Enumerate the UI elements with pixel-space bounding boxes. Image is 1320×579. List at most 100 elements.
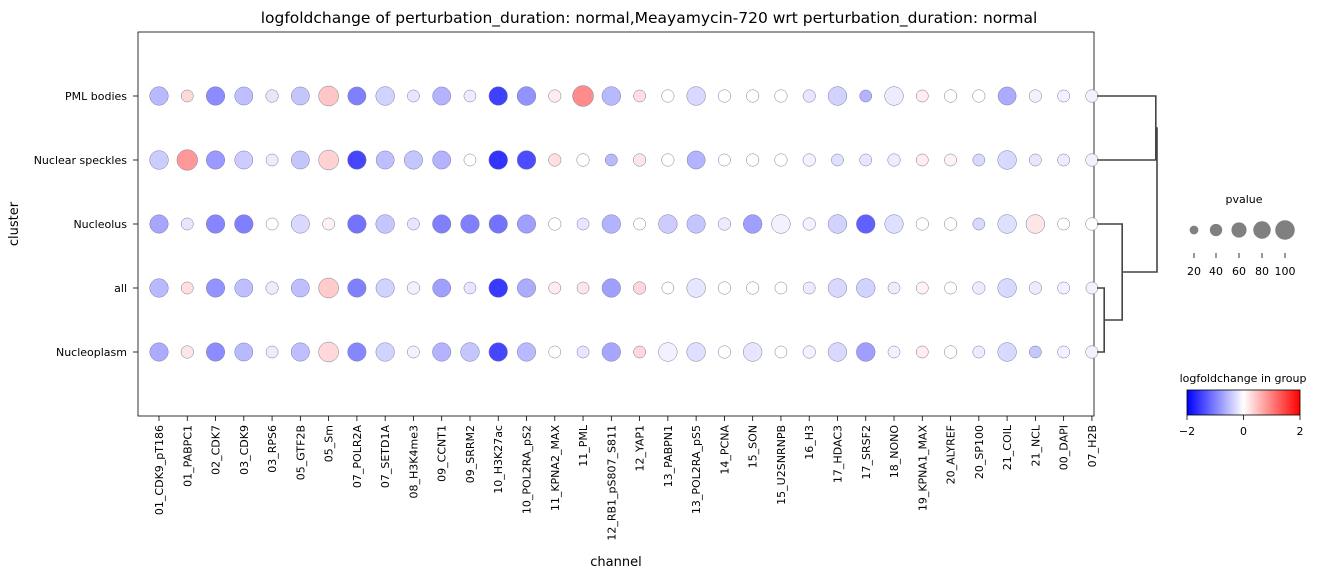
dot-mark: [972, 281, 986, 295]
dot-mark: [884, 86, 904, 106]
dot-mark: [463, 281, 477, 295]
dot-mark: [774, 345, 788, 359]
dot-mark: [633, 153, 647, 167]
dot-mark: [859, 89, 873, 103]
dot-mark: [1085, 217, 1099, 231]
dot-mark: [1057, 217, 1070, 231]
dot-mark: [1085, 89, 1099, 103]
column-label: 03_CDK9: [238, 425, 251, 475]
dot-mark: [234, 342, 254, 362]
column-label: 05_GTF2B: [294, 425, 307, 480]
dot-mark: [997, 342, 1017, 362]
dot-mark: [856, 342, 876, 362]
dot-mark: [432, 342, 452, 362]
size-legend-dot: [1253, 221, 1271, 239]
dot-mark: [944, 345, 958, 359]
size-legend-label: 60: [1232, 265, 1246, 278]
dendrogram: [1097, 95, 1158, 353]
dot-mark: [774, 281, 788, 295]
dot-mark: [601, 86, 621, 106]
dot-mark: [347, 278, 367, 298]
column-label: 15_SON: [747, 425, 760, 468]
dot-mark: [432, 86, 452, 106]
column-label: 18_NONO: [888, 425, 901, 479]
colorbar-tick-label: 0: [1240, 425, 1247, 438]
dot-mark: [576, 281, 590, 295]
dot-mark: [149, 278, 169, 298]
dot-mark: [318, 277, 339, 299]
dot-mark: [318, 85, 339, 107]
column-label: 20_SP100: [973, 425, 986, 479]
dot-mark: [1085, 281, 1099, 295]
dot-mark: [633, 89, 646, 103]
dot-mark: [827, 278, 848, 298]
dot-mark: [548, 345, 562, 359]
column-label: 09_CCNT1: [436, 425, 449, 482]
dot-mark: [774, 153, 788, 167]
dot-mark: [944, 281, 957, 295]
dot-mark: [686, 86, 706, 106]
dot-mark: [972, 153, 986, 167]
dot-mark: [149, 214, 169, 234]
dot-mark: [516, 86, 537, 106]
dot-mark: [432, 278, 452, 298]
dot-mark: [661, 153, 675, 167]
dot-mark: [407, 217, 420, 231]
column-label: 05_Sm: [323, 425, 336, 462]
dot-mark: [234, 278, 254, 298]
size-legend-dot: [1189, 225, 1199, 235]
dot-mark: [206, 278, 225, 298]
row-tick-labels: PML bodies Nuclear speckles Nucleolus all Nu…: [34, 90, 138, 359]
dot-mark: [576, 153, 590, 167]
dot-mark: [1057, 153, 1070, 167]
dot-mark: [347, 342, 367, 362]
dot-mark: [180, 217, 194, 231]
dot-mark: [149, 86, 169, 106]
dot-mark: [234, 214, 254, 234]
dot-mark: [375, 150, 395, 170]
dot-mark: [576, 217, 590, 231]
column-label: 10_H3K27ac: [492, 425, 505, 494]
dot-mark: [774, 89, 788, 103]
dot-mark: [972, 345, 986, 359]
column-label: 08_H3K4me3: [407, 425, 420, 498]
dot-mark: [265, 153, 279, 167]
column-label: 03_RPS6: [266, 425, 279, 473]
dot-mark: [206, 150, 225, 170]
row-label: PML bodies: [65, 90, 127, 103]
column-label: 01_PABPC1: [181, 425, 194, 487]
dot-mark: [406, 281, 420, 295]
dot-mark: [291, 278, 310, 298]
colorbar-tick-label: −2: [1179, 425, 1195, 438]
dot-mark: [718, 153, 731, 167]
dot-mark: [827, 214, 848, 234]
dot-mark: [432, 150, 452, 170]
dot-mark: [997, 214, 1017, 234]
dot-mark: [375, 278, 395, 298]
dot-mark: [831, 153, 844, 167]
dot-mark: [686, 278, 706, 298]
size-legend-dot: [1275, 220, 1295, 240]
dot-mark: [403, 150, 423, 170]
dot-mark: [318, 341, 339, 363]
dot-mark: [601, 214, 621, 234]
column-label: 21_NCL: [1029, 424, 1042, 466]
dot-mark: [827, 342, 848, 362]
dot-mark: [802, 281, 816, 295]
column-label: 11_PML: [577, 424, 590, 467]
dot-mark: [1085, 153, 1099, 167]
column-label: 20_ALYREF: [945, 425, 958, 484]
dot-mark: [206, 214, 226, 234]
dot-mark: [432, 214, 452, 234]
dot-mark: [290, 342, 310, 362]
y-axis-label: cluster: [7, 201, 22, 246]
column-label: 07_SETD1A: [379, 425, 392, 489]
colorbar: logfoldchange in group −2 0 2: [1179, 372, 1307, 438]
dot-mark: [746, 281, 760, 295]
size-legend-label: 20: [1187, 265, 1201, 278]
dot-mark: [915, 89, 929, 103]
dot-mark: [802, 345, 816, 359]
dot-mark: [548, 281, 562, 295]
dot-mark: [407, 345, 420, 359]
